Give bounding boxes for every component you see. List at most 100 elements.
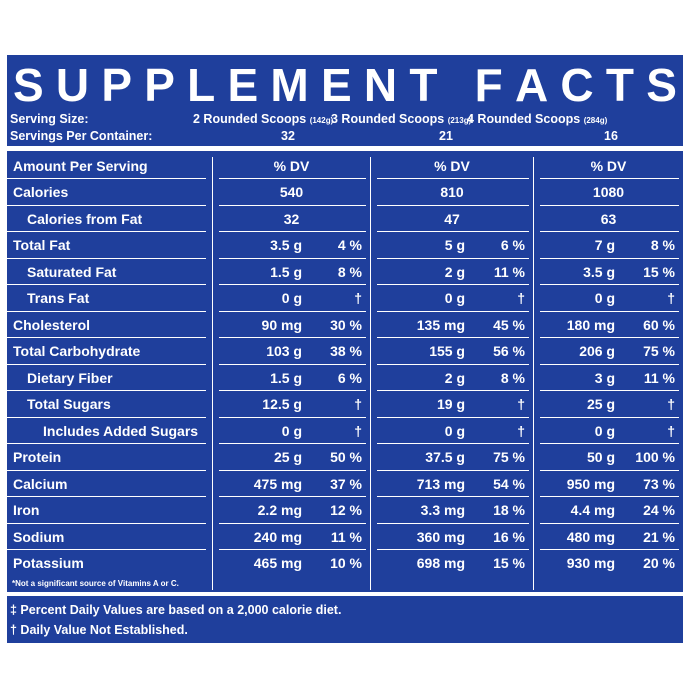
row-underline bbox=[219, 231, 366, 232]
title-letter: N bbox=[363, 59, 398, 111]
amount-value: 0 g bbox=[444, 422, 465, 439]
nutrient-label: Protein bbox=[13, 449, 62, 465]
percent-dv-value: 16 % bbox=[493, 528, 525, 545]
amount-value: 698 mg bbox=[416, 555, 465, 571]
header-underline bbox=[540, 178, 679, 179]
title-letter: S bbox=[13, 59, 44, 111]
percent-dv-value: † bbox=[354, 422, 362, 439]
percent-dv-value: 73 % bbox=[643, 475, 675, 492]
header-underline bbox=[219, 178, 366, 179]
table-row: Potassium 465 mg 10 % 698 mg 15 % 930 mg 20 % bbox=[7, 550, 683, 577]
percent-dv-value: 30 % bbox=[330, 316, 362, 333]
percent-dv-value: 18 % bbox=[493, 502, 525, 518]
amount-value: 3.5 g bbox=[270, 237, 302, 253]
percent-dv-value: 20 % bbox=[643, 555, 675, 571]
header-underline bbox=[377, 178, 529, 179]
row-underline bbox=[7, 284, 206, 285]
title-letter: S bbox=[646, 59, 677, 111]
servings-count-col-3: 16 bbox=[604, 129, 618, 143]
row-underline bbox=[377, 204, 529, 206]
row-underline bbox=[377, 549, 529, 550]
amount-value: 19 g bbox=[436, 396, 465, 412]
table-row: Calories 540 810 1080 bbox=[7, 179, 683, 206]
percent-dv-value: 10 % bbox=[330, 555, 362, 571]
row-underline bbox=[219, 416, 366, 418]
nutrient-label: Calories from Fat bbox=[27, 210, 143, 227]
title-letter: P bbox=[101, 59, 133, 111]
title-letter: E bbox=[320, 59, 352, 111]
title-letter: L bbox=[187, 59, 216, 111]
serving-size-label: Serving Size: bbox=[10, 112, 89, 126]
nutrient-label: Sodium bbox=[13, 528, 65, 545]
amount-value: 25 g bbox=[273, 449, 302, 465]
row-underline bbox=[7, 549, 206, 550]
row-underline bbox=[377, 522, 529, 524]
row-underline bbox=[540, 416, 679, 418]
row-underline bbox=[7, 204, 206, 206]
amount-value: 2 g bbox=[444, 369, 465, 386]
row-underline bbox=[219, 310, 366, 312]
amount-value: 4.4 mg bbox=[570, 502, 615, 518]
percent-dv-value: 8 % bbox=[337, 263, 362, 280]
percent-dv-value: 8 % bbox=[650, 237, 675, 253]
amount-value: 240 mg bbox=[253, 528, 302, 545]
row-underline bbox=[219, 337, 366, 338]
row-underline bbox=[219, 522, 366, 524]
row-underline bbox=[219, 257, 366, 259]
servings-count-col-2: 21 bbox=[439, 129, 453, 143]
nutrient-label: Dietary Fiber bbox=[27, 369, 113, 386]
percent-dv-value: 38 % bbox=[330, 343, 362, 359]
percent-dv-value: 6 % bbox=[337, 369, 362, 386]
bottom-divider bbox=[7, 592, 683, 596]
row-underline bbox=[7, 310, 206, 312]
serving-size-col-2: 3 Rounded Scoops (213g) bbox=[331, 112, 472, 126]
row-underline bbox=[219, 496, 366, 497]
amount-value: 2.2 mg bbox=[257, 502, 302, 518]
nutrient-label: Total Sugars bbox=[27, 396, 111, 412]
percent-dv-value: 75 % bbox=[493, 449, 525, 465]
percent-dv-value: † bbox=[517, 396, 525, 412]
percent-dv-value: 37 % bbox=[330, 475, 362, 492]
title-letter: M bbox=[270, 59, 309, 111]
percent-dv-value: † bbox=[667, 290, 675, 306]
row-underline bbox=[7, 390, 206, 391]
row-underline bbox=[377, 416, 529, 418]
nutrient-label: Trans Fat bbox=[27, 290, 90, 306]
percent-dv-value: 45 % bbox=[493, 316, 525, 333]
percent-dv-value: † bbox=[517, 422, 525, 439]
dv-header-3: % DV bbox=[590, 157, 627, 174]
percent-dv-value: † bbox=[354, 290, 362, 306]
amount-value: 47 bbox=[444, 210, 460, 227]
table-row: Includes Added Sugars 0 g † 0 g † 0 g † bbox=[7, 418, 683, 444]
percent-dv-value: 11 % bbox=[330, 528, 362, 545]
percent-dv-value: 15 % bbox=[493, 555, 525, 571]
row-underline bbox=[377, 443, 529, 444]
amount-value: 180 mg bbox=[566, 316, 615, 333]
row-underline bbox=[7, 337, 206, 338]
nutrient-label: Saturated Fat bbox=[27, 263, 117, 280]
row-underline bbox=[540, 231, 679, 232]
not-established-footnote: † Daily Value Not Established. bbox=[10, 623, 188, 637]
row-underline bbox=[219, 390, 366, 391]
daily-value-footnote: ‡ Percent Daily Values are based on a 2,… bbox=[10, 603, 342, 617]
table-row: Total Sugars 12.5 g † 19 g † 25 g † bbox=[7, 391, 683, 418]
row-underline bbox=[540, 363, 679, 365]
table-row: Calcium 475 mg 37 % 713 mg 54 % 950 mg 73 % bbox=[7, 471, 683, 497]
percent-dv-value: † bbox=[667, 422, 675, 439]
amount-value: 0 g bbox=[444, 290, 465, 306]
row-underline bbox=[7, 522, 206, 524]
table-row: Calories from Fat 32 47 63 bbox=[7, 206, 683, 232]
amount-value: 7 g bbox=[594, 237, 615, 253]
column-divider-1 bbox=[212, 157, 213, 590]
row-underline bbox=[219, 284, 366, 285]
table-row: Dietary Fiber 1.5 g 6 % 2 g 8 % 3 g 11 % bbox=[7, 365, 683, 391]
amount-value: 465 mg bbox=[253, 555, 302, 571]
percent-dv-value: † bbox=[667, 396, 675, 412]
nutrient-label: Iron bbox=[13, 502, 40, 518]
percent-dv-value: 15 % bbox=[643, 263, 675, 280]
amount-value: 1080 bbox=[592, 184, 625, 200]
percent-dv-value: 21 % bbox=[643, 528, 675, 545]
percent-dv-value: 50 % bbox=[330, 449, 362, 465]
